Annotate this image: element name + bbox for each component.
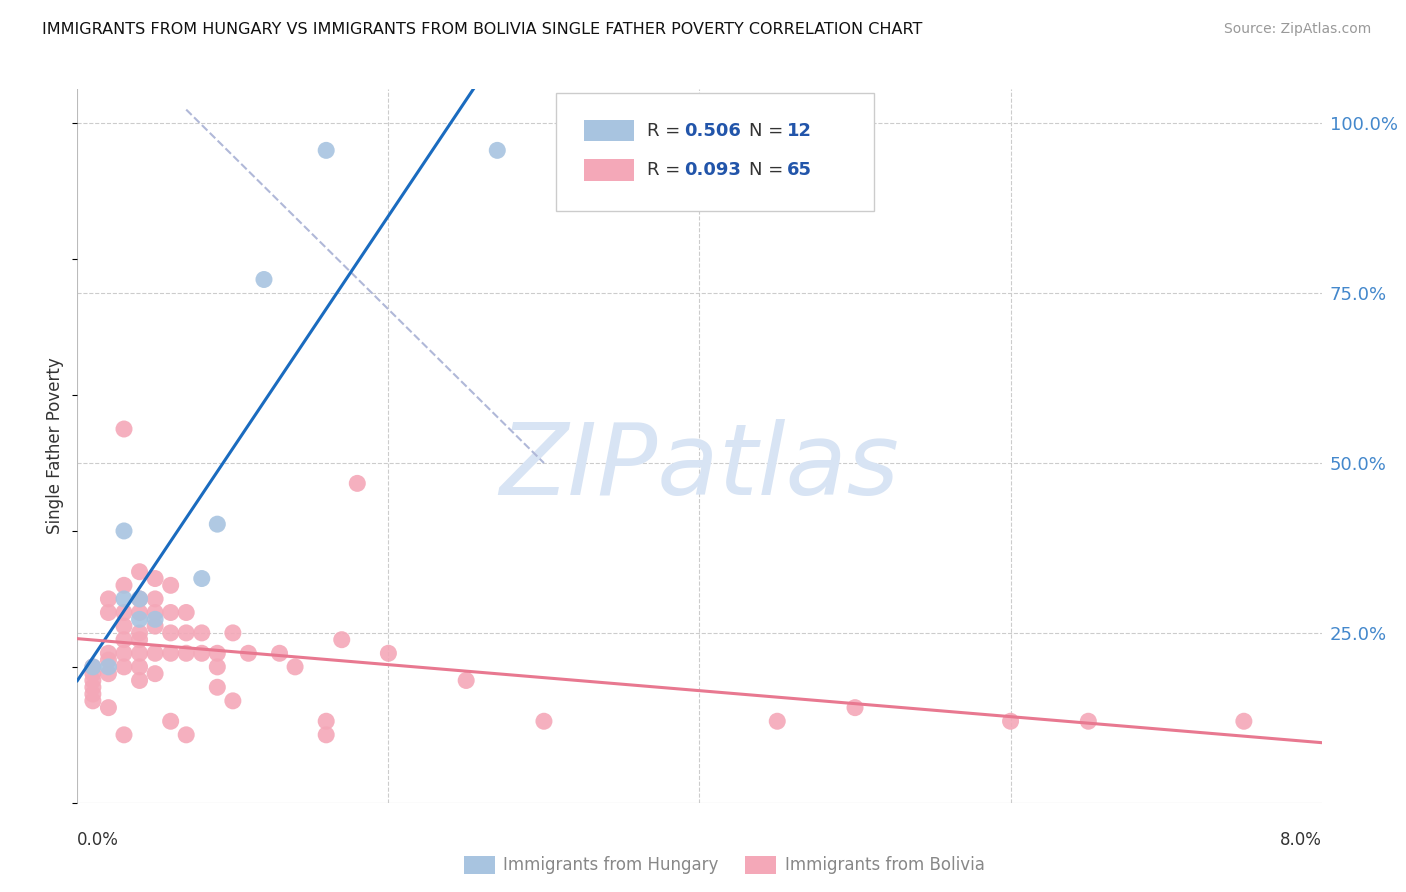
Text: 65: 65 — [786, 161, 811, 178]
FancyBboxPatch shape — [557, 93, 873, 211]
Point — [97, 606, 120, 620]
Text: IMMIGRANTS FROM HUNGARY VS IMMIGRANTS FROM BOLIVIA SINGLE FATHER POVERTY CORRELA: IMMIGRANTS FROM HUNGARY VS IMMIGRANTS FR… — [42, 22, 922, 37]
Point — [82, 673, 104, 688]
Point — [97, 660, 120, 674]
Point — [284, 660, 307, 674]
Point — [143, 572, 166, 586]
Text: R =: R = — [647, 161, 686, 178]
Point — [82, 660, 104, 674]
Text: N =: N = — [749, 161, 789, 178]
Point — [159, 646, 181, 660]
Text: 8.0%: 8.0% — [1279, 831, 1322, 849]
Point — [143, 666, 166, 681]
Text: 0.506: 0.506 — [685, 121, 741, 139]
Point — [143, 612, 166, 626]
Text: Source: ZipAtlas.com: Source: ZipAtlas.com — [1223, 22, 1371, 37]
Point — [174, 626, 197, 640]
Text: Immigrants from Hungary: Immigrants from Hungary — [503, 856, 718, 874]
Point — [207, 660, 229, 674]
Point — [128, 673, 150, 688]
Point — [159, 626, 181, 640]
Point — [1000, 714, 1022, 729]
Text: Immigrants from Bolivia: Immigrants from Bolivia — [785, 856, 984, 874]
Point — [766, 714, 789, 729]
Point — [253, 272, 276, 286]
Text: 12: 12 — [786, 121, 811, 139]
Point — [112, 660, 135, 674]
Point — [315, 144, 337, 158]
Point — [82, 660, 104, 674]
Point — [128, 591, 150, 606]
Point — [112, 606, 135, 620]
Point — [207, 680, 229, 694]
Point — [143, 591, 166, 606]
Text: 0.093: 0.093 — [685, 161, 741, 178]
Point — [112, 728, 135, 742]
Point — [128, 626, 150, 640]
Point — [143, 606, 166, 620]
FancyBboxPatch shape — [583, 120, 634, 141]
Point — [97, 666, 120, 681]
Point — [207, 517, 229, 532]
Point — [174, 728, 197, 742]
Point — [82, 694, 104, 708]
Point — [97, 653, 120, 667]
Point — [533, 714, 555, 729]
Y-axis label: Single Father Poverty: Single Father Poverty — [46, 358, 65, 534]
Point — [159, 606, 181, 620]
Point — [159, 714, 181, 729]
Point — [377, 646, 399, 660]
Point — [112, 632, 135, 647]
Point — [128, 660, 150, 674]
Point — [269, 646, 291, 660]
Point — [97, 591, 120, 606]
Point — [128, 591, 150, 606]
Point — [128, 612, 150, 626]
Point — [82, 666, 104, 681]
Point — [143, 646, 166, 660]
Text: ZIPatlas: ZIPatlas — [499, 419, 900, 516]
Point — [191, 626, 214, 640]
Point — [222, 694, 245, 708]
Point — [844, 700, 866, 714]
Point — [159, 578, 181, 592]
Point — [128, 606, 150, 620]
Point — [346, 476, 368, 491]
Point — [143, 619, 166, 633]
Point — [97, 646, 120, 660]
Point — [315, 714, 337, 729]
Point — [174, 606, 197, 620]
Point — [128, 632, 150, 647]
Point — [128, 646, 150, 660]
Text: R =: R = — [647, 121, 686, 139]
Point — [112, 646, 135, 660]
Point — [112, 524, 135, 538]
Point — [82, 687, 104, 701]
Point — [82, 680, 104, 694]
Point — [112, 591, 135, 606]
Point — [1077, 714, 1099, 729]
Point — [486, 144, 509, 158]
Point — [97, 700, 120, 714]
FancyBboxPatch shape — [583, 159, 634, 180]
Point — [330, 632, 353, 647]
Point — [112, 619, 135, 633]
Point — [191, 646, 214, 660]
Point — [174, 646, 197, 660]
Point — [112, 422, 135, 436]
Text: 0.0%: 0.0% — [77, 831, 120, 849]
Point — [207, 646, 229, 660]
Point — [238, 646, 260, 660]
Point — [222, 626, 245, 640]
Point — [191, 572, 214, 586]
Text: N =: N = — [749, 121, 789, 139]
Point — [315, 728, 337, 742]
Point — [112, 578, 135, 592]
Point — [456, 673, 478, 688]
Point — [1233, 714, 1256, 729]
Point — [128, 565, 150, 579]
